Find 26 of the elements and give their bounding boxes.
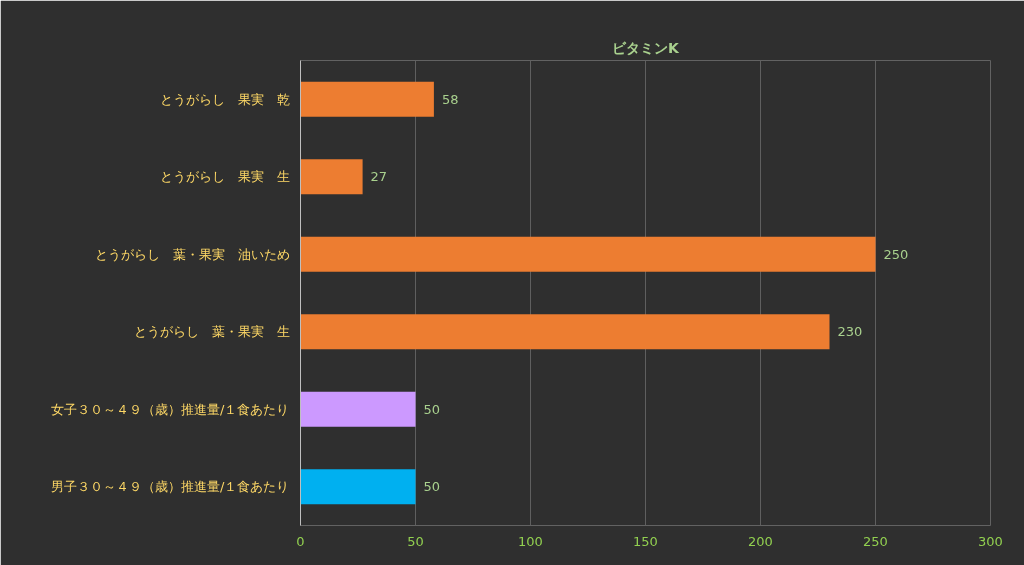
bar — [300, 391, 416, 427]
x-tick-label: 50 — [407, 533, 424, 549]
x-tick-label: 300 — [978, 533, 1003, 549]
x-tick-label: 150 — [633, 533, 658, 549]
y-tick-label: 女子３０～４９（歳）推進量/１食あたり — [51, 401, 290, 417]
x-tick-label: 100 — [518, 533, 543, 549]
y-tick-label: 男子３０～４９（歳）推進量/１食あたり — [51, 479, 290, 495]
y-tick-label: とうがらし 葉・果実 生 — [133, 324, 290, 340]
data-label: 50 — [423, 401, 441, 417]
x-tick-label: 200 — [748, 533, 773, 549]
bar — [300, 314, 830, 350]
data-label: 58 — [441, 91, 459, 107]
bar — [300, 469, 416, 505]
y-tick-label: とうがらし 果実 生 — [159, 169, 290, 185]
bar — [300, 81, 434, 117]
data-label: 27 — [370, 169, 388, 185]
chart-title: ビタミンK — [612, 39, 681, 56]
data-label: 50 — [423, 479, 441, 495]
x-tick-label: 0 — [296, 533, 305, 549]
x-tick-label: 250 — [863, 533, 888, 549]
y-tick-label: とうがらし 果実 乾 — [159, 91, 290, 107]
data-label: 230 — [837, 324, 863, 340]
bar — [300, 159, 363, 195]
data-label: 250 — [883, 246, 909, 262]
bar — [300, 236, 876, 272]
y-tick-label: とうがらし 葉・果実 油いため — [94, 246, 290, 262]
